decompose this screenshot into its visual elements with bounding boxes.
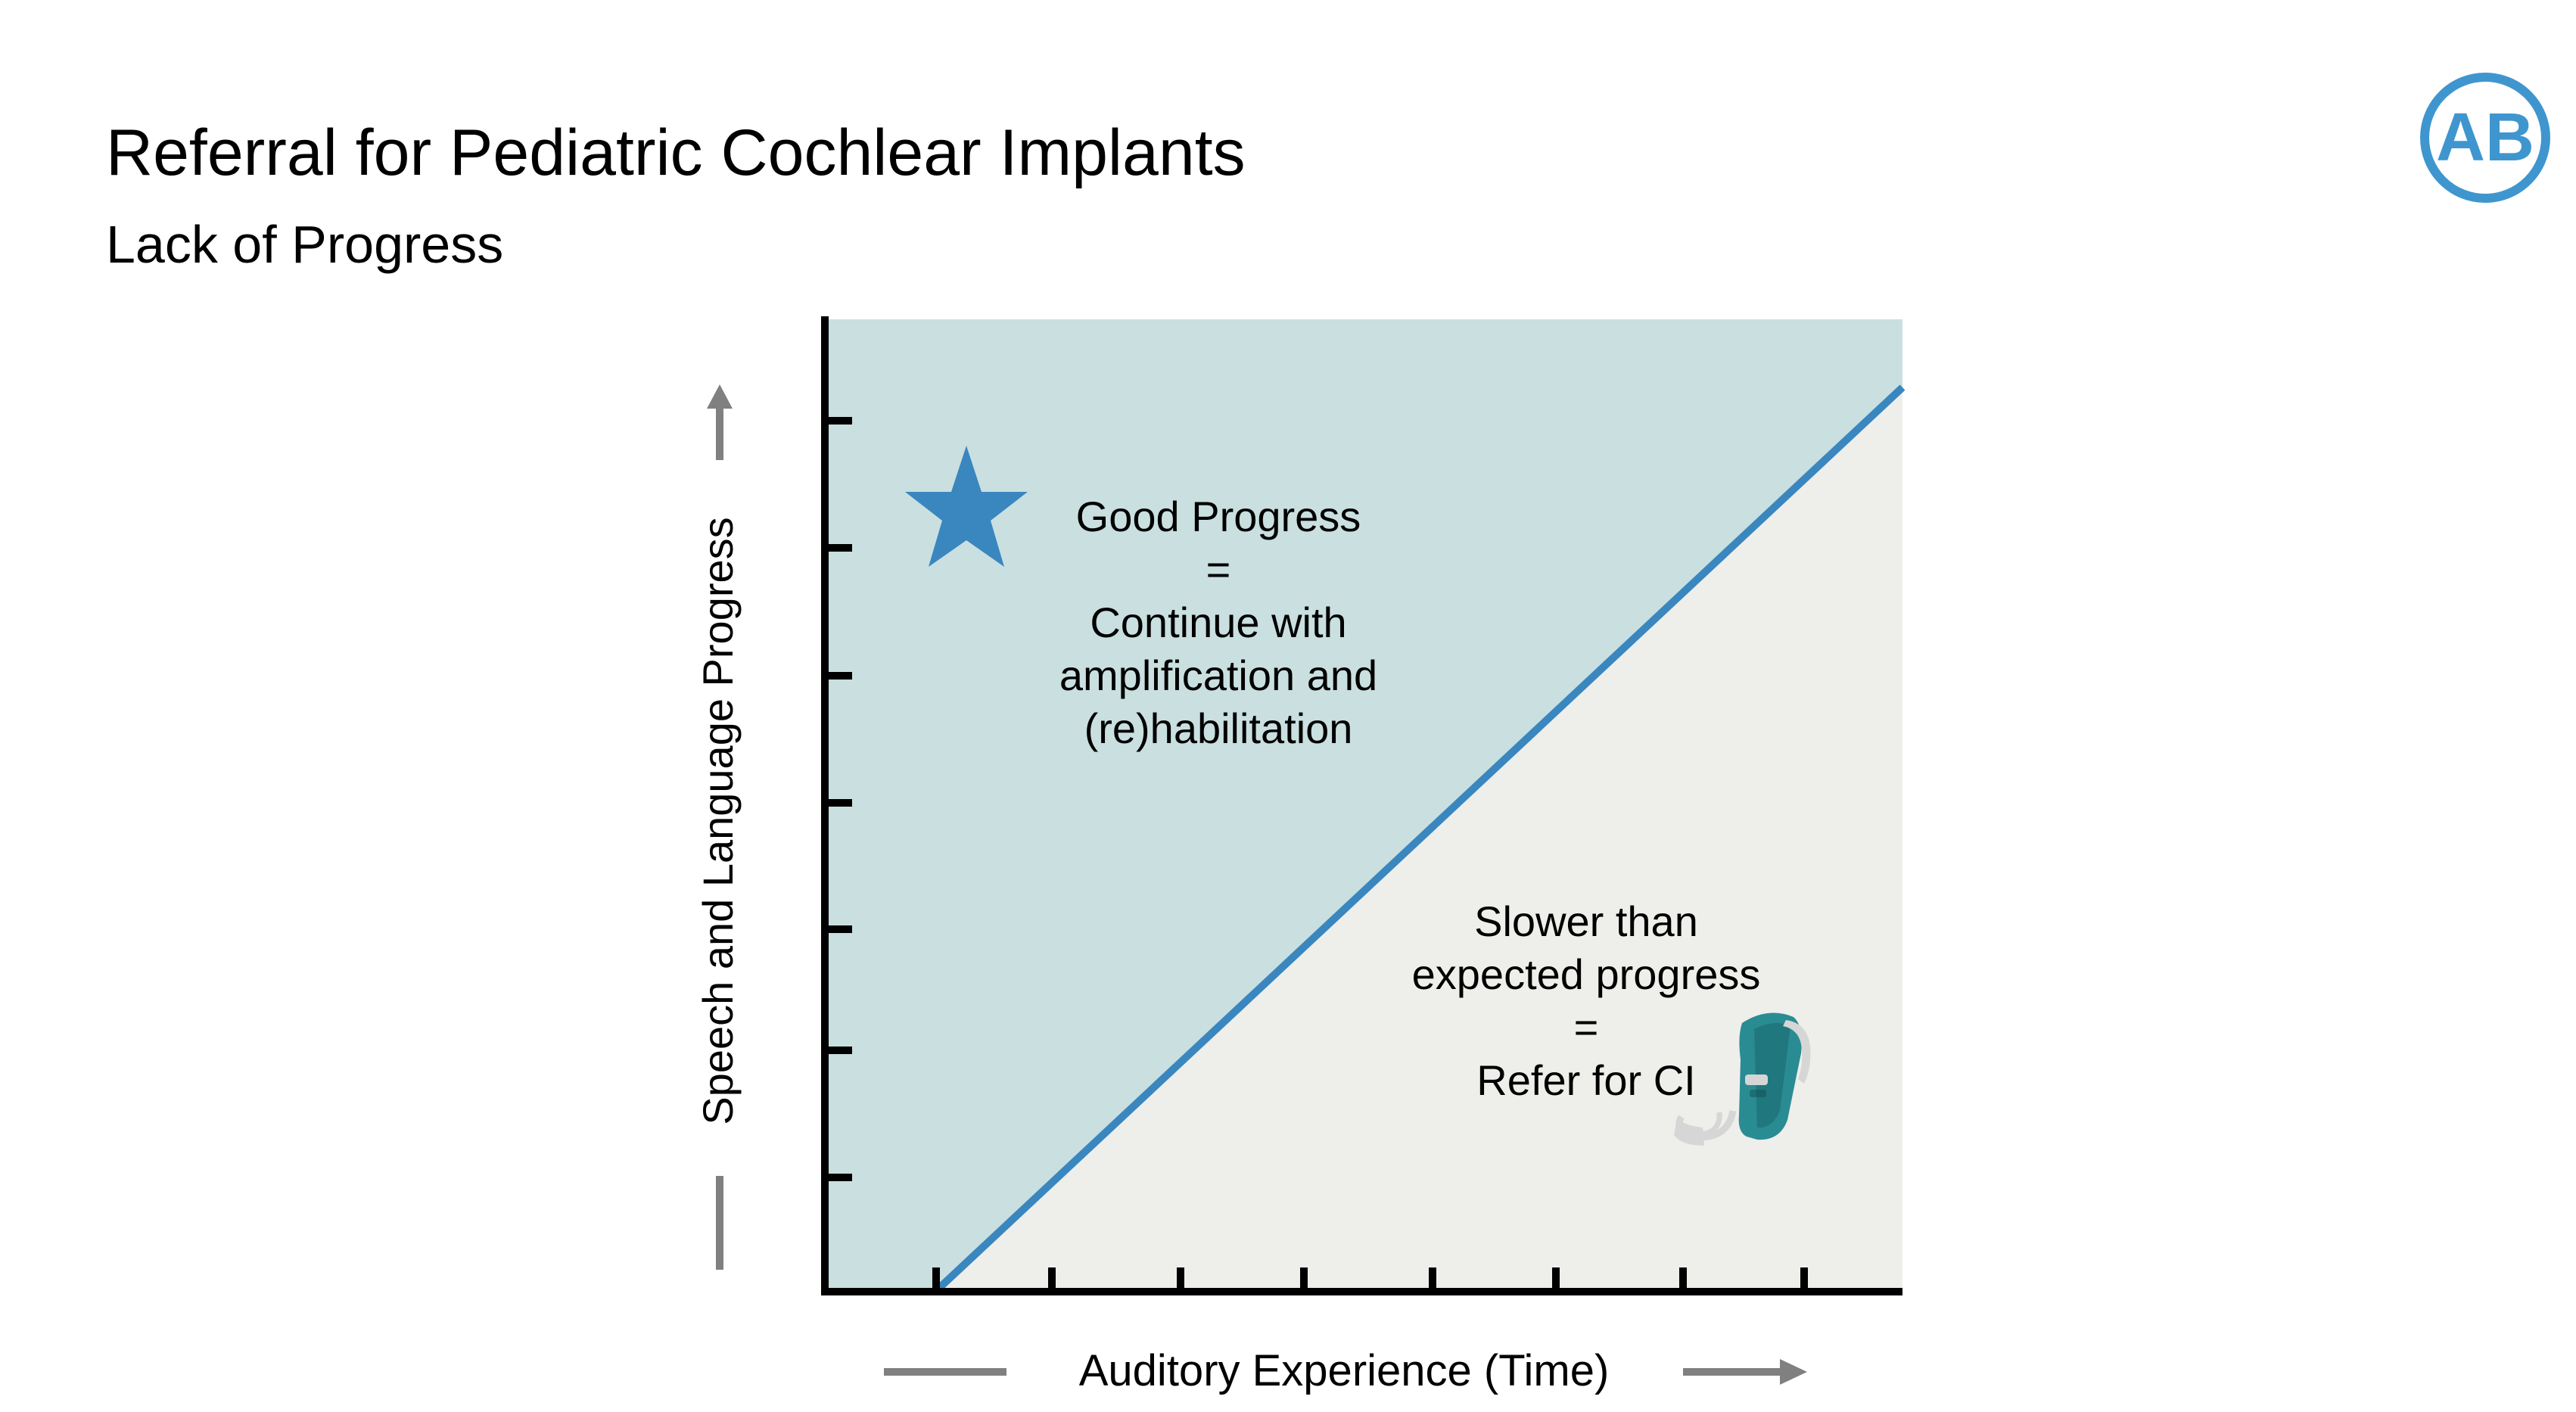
y-axis-label: Speech and Language Progress — [694, 517, 742, 1124]
good-progress-line: (re)habilitation — [1084, 704, 1353, 752]
good-progress-text: Good Progress = Continue with amplificat… — [1059, 493, 1377, 752]
logo-ring — [2420, 73, 2550, 203]
axes — [821, 316, 1902, 1295]
slow-progress-line: Refer for CI — [1476, 1056, 1695, 1104]
hearing-aid-icon — [1674, 1012, 1811, 1146]
good-progress-line: amplification and — [1059, 652, 1377, 699]
ab-logo-icon: AB — [2420, 73, 2550, 203]
star-icon — [905, 446, 1028, 567]
x-axis-label: Auditory Experience (Time) — [1079, 1346, 1610, 1395]
good-progress-line: = — [1206, 546, 1231, 593]
progress-divider-line — [933, 384, 1906, 1294]
slow-progress-text: Slower than expected progress = Refer fo… — [1412, 897, 1761, 1104]
page-subtitle: Lack of Progress — [106, 215, 504, 274]
good-progress-line: Continue with — [1090, 599, 1346, 646]
slow-progress-line: expected progress — [1412, 950, 1761, 998]
good-progress-line: Good Progress — [1076, 493, 1361, 540]
x-axis-arrow-icon — [884, 1359, 1807, 1385]
y-axis-arrow-icon — [707, 384, 733, 1270]
slow-progress-line: = — [1574, 1003, 1599, 1051]
page-title: Referral for Pediatric Cochlear Implants — [106, 117, 1246, 189]
logo-text: AB — [2436, 100, 2534, 176]
slow-progress-line: Slower than — [1474, 897, 1698, 945]
